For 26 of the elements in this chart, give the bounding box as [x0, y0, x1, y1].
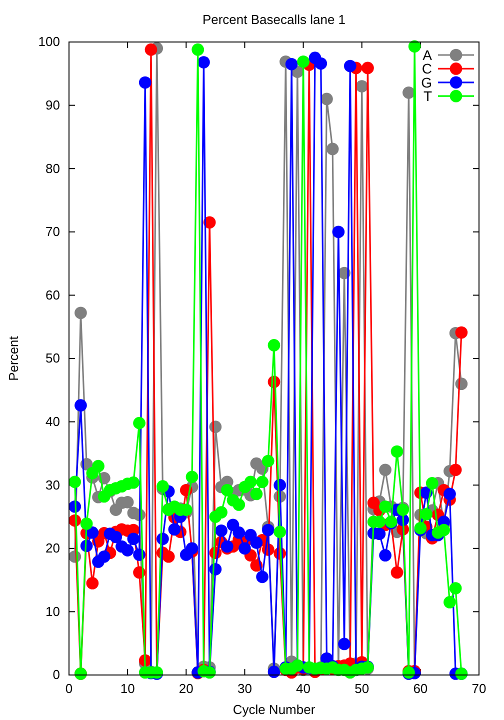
y-tick-label: 20 [46, 540, 60, 556]
chart-title: Percent Basecalls lane 1 [202, 12, 346, 27]
y-tick-label: 70 [46, 224, 60, 240]
y-tick-label: 30 [46, 477, 60, 492]
x-tick-label: 30 [237, 681, 252, 696]
x-tick-label: 20 [178, 681, 194, 696]
y-tick-label: 50 [46, 350, 60, 366]
legend-label: T [423, 88, 432, 104]
x-tick-label: 0 [65, 681, 73, 696]
y-tick-label: 100 [38, 34, 60, 50]
x-tick-label: 40 [296, 681, 311, 696]
legend-label: A [422, 47, 433, 63]
y-tick-label: 0 [52, 667, 60, 682]
y-tick-label: 10 [46, 604, 60, 619]
y-axis-title: Percent [6, 336, 21, 381]
x-tick-label: 70 [472, 681, 486, 696]
x-tick-label: 50 [354, 681, 370, 696]
legend-label: G [421, 74, 432, 90]
y-tick-label: 90 [46, 97, 60, 112]
legend-label: C [422, 60, 432, 77]
y-tick-label: 80 [46, 160, 60, 176]
y-tick-label: 40 [46, 414, 60, 429]
x-tick-label: 10 [120, 681, 135, 696]
x-tick-label: 60 [413, 681, 428, 696]
x-axis-title: Cycle Number [232, 702, 316, 717]
y-tick-label: 60 [46, 287, 60, 302]
